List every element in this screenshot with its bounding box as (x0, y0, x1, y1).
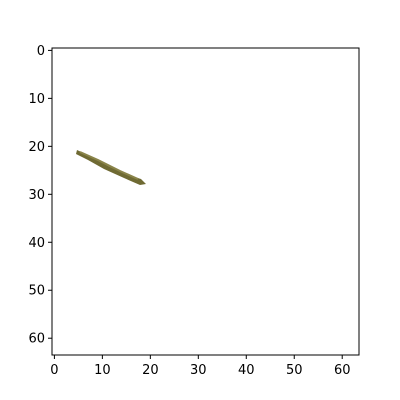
y-tick-label: 60 (28, 332, 45, 347)
x-tick-label: 50 (286, 363, 303, 378)
x-axis: 0 10 20 30 40 50 60 (50, 355, 350, 378)
x-tick-label: 20 (142, 363, 159, 378)
y-tick-label: 0 (37, 44, 45, 59)
axes-frame (51, 47, 360, 356)
y-tick-label: 30 (28, 188, 45, 203)
x-tick-label: 60 (334, 363, 351, 378)
y-tick-label: 50 (28, 284, 45, 299)
x-tick-label: 10 (94, 363, 111, 378)
y-axis: 0 10 20 30 40 50 60 (28, 44, 52, 347)
y-tick-label: 10 (28, 92, 45, 107)
y-tick-label: 20 (28, 140, 45, 155)
x-tick-label: 30 (190, 363, 207, 378)
x-tick-label: 0 (50, 363, 58, 378)
x-tick-label: 40 (238, 363, 255, 378)
y-tick-label: 40 (28, 236, 45, 251)
apple-image (52, 48, 359, 355)
